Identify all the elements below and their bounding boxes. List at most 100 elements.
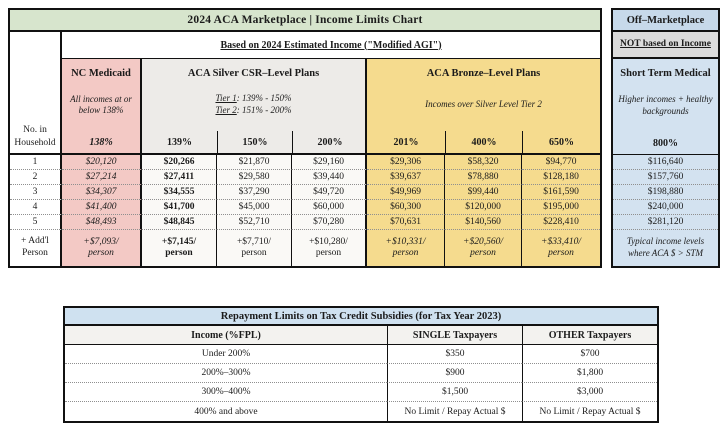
addl-value: +$7,710/ (236, 236, 272, 247)
row-label: 1 (10, 155, 62, 170)
row-label: 3 (10, 185, 62, 200)
repayment-single-cell: $1,500 (387, 383, 522, 402)
repayment-single-cell: $350 (387, 345, 522, 364)
income-cell: $70,280 (292, 215, 367, 230)
addl-income-cell: +$10,280/person (292, 230, 367, 266)
per-person-label: person (241, 248, 267, 258)
per-person-label: person (548, 248, 574, 258)
medicaid-section: NC Medicaid All incomes at or below 138%… (62, 59, 142, 155)
income-cell: $60,300 (367, 200, 445, 215)
silver-tier1: Tier 1: 139% - 150% (142, 93, 365, 105)
income-cell: $20,266 (142, 155, 217, 170)
stm-income-cell: $240,000 (613, 200, 718, 215)
row-label: 2 (10, 170, 62, 185)
income-cell: $21,870 (217, 155, 292, 170)
percent-header-800: 800% (653, 137, 678, 149)
addl-income-cell: +$10,331/person (367, 230, 445, 266)
repayment-other-cell: No Limit / Repay Actual $ (522, 402, 657, 421)
off-marketplace-panel: Off–Marketplace NOT based on Income Shor… (611, 8, 720, 268)
addl-value: +$10,280/ (309, 236, 348, 247)
short-term-medical-note: Higher incomes + healthy backgrounds (618, 94, 713, 116)
income-cell: $78,880 (445, 170, 522, 185)
stm-income-cell: $157,760 (613, 170, 718, 185)
income-cell: $58,320 (445, 155, 522, 170)
income-cell: $140,560 (445, 215, 522, 230)
income-cell: $20,120 (62, 155, 142, 170)
top-area: 2024 ACA Marketplace | Income Limits Cha… (8, 8, 720, 268)
bronze-section-title: ACA Bronze–Level Plans (426, 68, 541, 79)
silver-tiers-note: Tier 1: 139% - 150% Tier 2: 151% - 200% (142, 93, 365, 116)
addl-income-cell: +$7,093/person (62, 230, 142, 266)
addl-value: +$20,560/ (463, 236, 503, 247)
addl-value: +$7,145/ (161, 236, 197, 247)
addl-income-cell: +$20,560/person (445, 230, 522, 266)
row-label: 4 (10, 200, 62, 215)
chart-subtitle-text: Based on 2024 Estimated Income ("Modifie… (220, 39, 442, 51)
stm-income-cell: $281,120 (613, 215, 718, 230)
income-cell: $37,290 (217, 185, 292, 200)
per-person-label: person (88, 248, 114, 258)
repayment-income-cell: Under 200% (65, 345, 387, 364)
income-cell: $94,770 (522, 155, 600, 170)
repayment-income-cell: 200%–300% (65, 364, 387, 383)
percent-header-650: 650% (522, 131, 600, 153)
income-cell: $41,700 (142, 200, 217, 215)
income-cell: $161,590 (522, 185, 600, 200)
addl-person-label: + Add'l Person (10, 230, 62, 266)
percent-header-400: 400% (445, 131, 522, 153)
repayment-other-cell: $1,800 (522, 364, 657, 383)
income-cell: $39,440 (292, 170, 367, 185)
percent-header-139: 139% (167, 136, 192, 148)
repayment-income-cell: 300%–400% (65, 383, 387, 402)
per-person-label: person (315, 248, 342, 258)
repayment-single-cell: $900 (387, 364, 522, 383)
silver-tier2-range: : 151% - 200% (236, 105, 292, 115)
income-cell: $60,000 (292, 200, 367, 215)
income-cell: $48,493 (62, 215, 142, 230)
percent-header-200: 200% (292, 131, 367, 153)
addl-value: +$7,093/ (83, 236, 119, 247)
bronze-section-note: Incomes over Silver Level Tier 2 (425, 99, 542, 110)
repayment-other-cell: $700 (522, 345, 657, 364)
repayment-single-cell: No Limit / Repay Actual $ (387, 402, 522, 421)
addl-value: +$33,410/ (541, 236, 581, 247)
income-cell: $52,710 (217, 215, 292, 230)
repayment-limits-table: Repayment Limits on Tax Credit Subsidies… (63, 306, 659, 423)
silver-section-title: ACA Silver CSR–Level Plans (187, 68, 320, 79)
income-cell: $34,555 (142, 185, 217, 200)
repayment-other-cell: $3,000 (522, 383, 657, 402)
income-limits-table: 2024 ACA Marketplace | Income Limits Cha… (8, 8, 602, 268)
addl-income-cell: +$33,410/person (522, 230, 600, 266)
chart-subtitle: Based on 2024 Estimated Income ("Modifie… (62, 32, 600, 59)
income-cell: $34,307 (62, 185, 142, 200)
income-cell: $27,411 (142, 170, 217, 185)
short-term-medical-section: Short Term Medical Higher incomes + heal… (613, 59, 718, 155)
income-cell: $128,180 (522, 170, 600, 185)
not-based-on-income-note: NOT based on Income (613, 32, 718, 59)
off-marketplace-title: Off–Marketplace (613, 10, 718, 32)
income-cell: $29,306 (367, 155, 445, 170)
income-cell: $99,440 (445, 185, 522, 200)
percent-header-138: 138% (89, 136, 113, 148)
stm-footer-note: Typical income levels where ACA $ > STM (613, 230, 718, 266)
income-cell: $48,845 (142, 215, 217, 230)
income-cell: $49,720 (292, 185, 367, 200)
silver-tier1-range: : 139% - 150% (236, 93, 292, 104)
column-header-income: Income (%FPL) (65, 326, 387, 345)
income-cell: $39,637 (367, 170, 445, 185)
addl-value: +$10,331/ (385, 236, 426, 247)
stm-income-cell: $116,640 (613, 155, 718, 170)
row-label: 5 (10, 215, 62, 230)
silver-tier2: Tier 2: 151% - 200% (142, 105, 365, 117)
income-cell: $228,410 (522, 215, 600, 230)
medicaid-section-title: NC Medicaid (71, 68, 131, 79)
income-cell: $27,214 (62, 170, 142, 185)
silver-tier2-label: Tier 2 (215, 105, 237, 115)
income-cell: $29,160 (292, 155, 367, 170)
short-term-medical-title: Short Term Medical (620, 68, 711, 79)
not-based-text: NOT based on Income (620, 38, 711, 49)
medicaid-section-note: All incomes at or below 138% (70, 93, 132, 115)
income-cell: $49,969 (367, 185, 445, 200)
per-person-label: person (470, 248, 496, 258)
